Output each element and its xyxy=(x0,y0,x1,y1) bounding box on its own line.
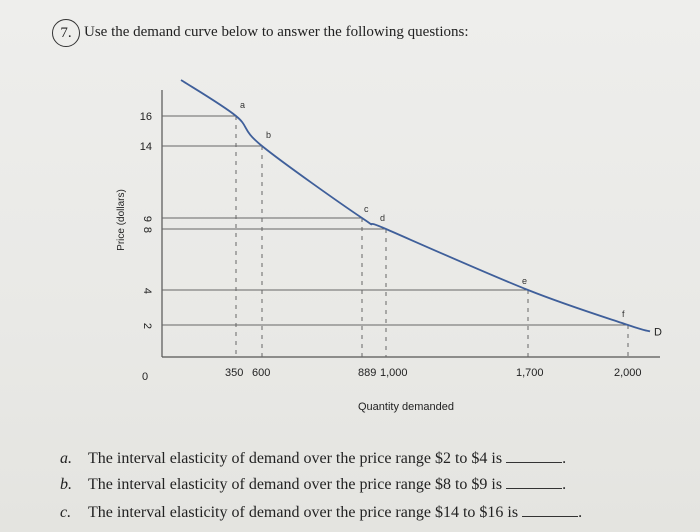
question-c-text: The interval elasticity of demand over t… xyxy=(88,504,519,521)
y-tick-label-2: 2 xyxy=(141,323,153,329)
question-b-letter: b. xyxy=(60,476,72,493)
question-b-end: . xyxy=(562,476,567,493)
y-axis-title: Price (dollars) xyxy=(116,189,127,251)
answer-blank-c[interactable] xyxy=(522,502,579,517)
y-tick-label-8: 8 xyxy=(141,227,153,233)
question-c-letter: c. xyxy=(60,504,72,521)
point-label-c: c xyxy=(364,204,369,214)
x-tick-label-2000: 2,000 xyxy=(614,367,642,379)
question-c: c. The interval elasticity of demand over… xyxy=(60,502,582,522)
y-tick-label-4: 4 xyxy=(141,288,153,294)
x-tick-label-0: 0 xyxy=(142,371,148,383)
question-a-letter: a. xyxy=(60,450,72,467)
x-tick-label-889: 889 xyxy=(358,367,376,379)
curve-label-d: D xyxy=(654,326,662,338)
demand-curve-line xyxy=(180,79,651,333)
question-b: b. The interval elasticity of demand over… xyxy=(60,474,566,494)
x-tick-label-1700: 1,700 xyxy=(516,367,544,379)
point-label-b: b xyxy=(266,130,271,140)
x-tick-label-350: 350 xyxy=(225,367,243,379)
point-label-d: d xyxy=(380,213,385,223)
answer-blank-b[interactable] xyxy=(506,474,563,489)
y-tick-label-9: 9 xyxy=(141,216,153,222)
y-tick-label-16: 16 xyxy=(140,111,152,123)
x-axis-title: Quantity demanded xyxy=(358,401,454,413)
y-tick-label-14: 14 xyxy=(140,141,152,153)
x-tick-label-1000: 1,000 xyxy=(380,367,408,379)
x-tick-label-600: 600 xyxy=(252,367,270,379)
question-a: a. The interval elasticity of demand over… xyxy=(60,448,566,468)
point-label-a: a xyxy=(240,100,245,110)
question-prompt: Use the demand curve below to answer the… xyxy=(84,24,469,40)
point-label-f: f xyxy=(622,309,625,319)
point-label-e: e xyxy=(522,276,527,286)
question-number: 7. xyxy=(52,19,80,47)
answer-blank-a[interactable] xyxy=(506,448,563,463)
question-a-text: The interval elasticity of demand over t… xyxy=(88,450,503,467)
question-a-end: . xyxy=(562,450,567,467)
question-b-text: The interval elasticity of demand over t… xyxy=(88,476,503,493)
question-c-end: . xyxy=(578,504,583,521)
